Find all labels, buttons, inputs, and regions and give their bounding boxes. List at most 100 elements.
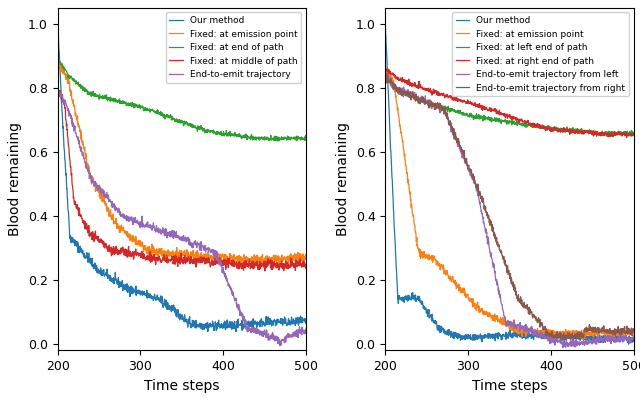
End-to-emit trajectory from left (630, 334, 637, 338)
Fixed: at emission point: (460, 0.268): at emission point: (460, 0.268) (269, 256, 276, 261)
End-to-emit trajectory from right (488, 226, 495, 230)
Line: End-to-emit trajectory from left: End-to-emit trajectory from left (385, 74, 634, 348)
Fixed: at end of path: (426, 0.651): at end of path: (426, 0.651) (241, 133, 249, 138)
End-to-emit trajectory (160, 229, 168, 234)
Fixed: at right end of path: (500, 0.657): at right end of path: (500, 0.657) (630, 131, 637, 136)
End-to-emit trajectory (81, 160, 89, 165)
Fixed: at end of path: (200, 0.89): at end of path: (200, 0.89) (54, 57, 61, 61)
Y-axis label: Blood remaining: Blood remaining (8, 122, 22, 236)
X-axis label: Time steps: Time steps (472, 378, 547, 392)
End-to-emit trajectory (276, 343, 284, 348)
Fixed: at right end of path: (414, 0.665): at right end of path: (414, 0.665) (559, 129, 566, 134)
Fixed: at right end of path: (200, 0.859): at right end of path: (200, 0.859) (382, 67, 390, 72)
Fixed: at middle of path: (426, 0.26): at middle of path: (426, 0.26) (241, 258, 249, 263)
Fixed: at emission point: (414, 0.261): at emission point: (414, 0.261) (231, 258, 239, 263)
Fixed: at end of path: (200, 0.896): at end of path: (200, 0.896) (54, 55, 61, 59)
Fixed: at end of path: (233, 0.789): at end of path: (233, 0.789) (81, 89, 89, 94)
End-to-emit trajectory from right (409, 89, 417, 94)
Our method (241, 320, 249, 324)
Our method (81, 252, 88, 257)
Fixed: at right end of path: (200, 0.854): at right end of path: (200, 0.854) (381, 68, 389, 73)
Our method (268, 320, 276, 325)
End-to-emit trajectory from left (488, 256, 495, 261)
Line: Our method: Our method (385, 23, 634, 344)
Fixed: at emission point: (278, 0.211): at emission point: (278, 0.211) (446, 274, 454, 279)
Fixed: at middle of path: (233, 0.383): at middle of path: (233, 0.383) (81, 219, 89, 224)
Line: End-to-emit trajectory: End-to-emit trajectory (58, 89, 306, 346)
End-to-emit trajectory from right (559, 335, 566, 339)
Fixed: at emission point: (414, 0.0388): at emission point: (414, 0.0388) (559, 329, 566, 334)
Line: Fixed: at end of path: Fixed: at end of path (58, 57, 306, 141)
Fixed: at right end of path: (492, 0.645): at right end of path: (492, 0.645) (623, 135, 630, 140)
Fixed: at emission point: (233, 0.405): at emission point: (233, 0.405) (409, 212, 417, 217)
Line: Fixed: at emission point: Fixed: at emission point (385, 69, 634, 340)
Our method (408, 296, 416, 300)
Fixed: at left end of path: (500, 0.66): at left end of path: (500, 0.66) (630, 130, 637, 135)
Fixed: at middle of path: (500, 0.236): at middle of path: (500, 0.236) (302, 266, 310, 271)
Fixed: at middle of path: (451, 0.228): at middle of path: (451, 0.228) (261, 269, 269, 273)
Our method (558, 332, 566, 337)
Fixed: at emission point: (500, 0.278): at emission point: (500, 0.278) (302, 252, 310, 257)
Fixed: at right end of path: (233, 0.815): at right end of path: (233, 0.815) (409, 81, 417, 86)
Fixed: at right end of path: (459, 0.661): at right end of path: (459, 0.661) (596, 130, 604, 135)
End-to-emit trajectory from right (630, 329, 637, 334)
Fixed: at end of path: (278, 0.76): at end of path: (278, 0.76) (118, 98, 126, 103)
End-to-emit trajectory (54, 88, 61, 92)
Fixed: at emission point: (439, 0.247): at emission point: (439, 0.247) (252, 262, 259, 267)
End-to-emit trajectory from right (446, 122, 454, 127)
Fixed: at left end of path: (426, 0.664): at left end of path: (426, 0.664) (569, 129, 577, 134)
Fixed: at left end of path: (475, 0.648): at left end of path: (475, 0.648) (609, 134, 617, 139)
Line: Fixed: at left end of path: Fixed: at left end of path (385, 78, 634, 137)
Our method (381, 21, 389, 25)
Line: Fixed: at emission point: Fixed: at emission point (58, 61, 306, 265)
Fixed: at right end of path: (278, 0.774): at right end of path: (278, 0.774) (446, 94, 454, 99)
End-to-emit trajectory from left (409, 92, 417, 97)
Fixed: at left end of path: (201, 0.832): at left end of path: (201, 0.832) (383, 75, 390, 80)
Our method (302, 321, 310, 326)
Fixed: at middle of path: (278, 0.295): at middle of path: (278, 0.295) (118, 247, 126, 252)
Fixed: at middle of path: (414, 0.242): at middle of path: (414, 0.242) (231, 264, 239, 269)
End-to-emit trajectory (268, 334, 276, 339)
End-to-emit trajectory from left (381, 75, 389, 80)
Fixed: at middle of path: (460, 0.251): at middle of path: (460, 0.251) (269, 261, 276, 266)
Fixed: at emission point: (426, 0.0232): at emission point: (426, 0.0232) (569, 334, 577, 339)
Fixed: at emission point: (202, 0.86): at emission point: (202, 0.86) (383, 66, 390, 71)
Our method (160, 302, 168, 307)
Fixed: at emission point: (202, 0.884): at emission point: (202, 0.884) (56, 59, 63, 64)
End-to-emit trajectory from left (382, 72, 390, 77)
Our method (54, 20, 61, 25)
Legend: Our method, Fixed: at emission point, Fixed: at end of path, Fixed: at middle of: Our method, Fixed: at emission point, Fi… (166, 12, 301, 83)
End-to-emit trajectory from right (570, 337, 577, 342)
Fixed: at end of path: (500, 0.643): at end of path: (500, 0.643) (302, 136, 310, 140)
Y-axis label: Blood remaining: Blood remaining (336, 122, 350, 236)
End-to-emit trajectory from left (569, 342, 577, 347)
End-to-emit trajectory from left (596, 337, 604, 341)
Fixed: at emission point: (200, 0.882): at emission point: (200, 0.882) (54, 59, 61, 64)
Fixed: at right end of path: (426, 0.67): at right end of path: (426, 0.67) (569, 127, 577, 132)
Our method (568, 338, 576, 342)
Fixed: at left end of path: (278, 0.728): at left end of path: (278, 0.728) (446, 109, 454, 113)
Fixed: at emission point: (439, 0.0124): at emission point: (439, 0.0124) (579, 338, 587, 342)
Line: Our method: Our method (58, 23, 306, 332)
Fixed: at emission point: (200, 0.851): at emission point: (200, 0.851) (381, 69, 389, 74)
Our method (488, 335, 495, 339)
End-to-emit trajectory (231, 298, 239, 303)
End-to-emit trajectory from left (559, 345, 567, 350)
Fixed: at emission point: (233, 0.604): at emission point: (233, 0.604) (81, 148, 89, 153)
End-to-emit trajectory (241, 323, 249, 328)
Fixed: at middle of path: (200, 0.8): at middle of path: (200, 0.8) (54, 86, 61, 90)
End-to-emit trajectory from left (446, 118, 454, 123)
End-to-emit trajectory from left (559, 341, 566, 346)
Legend: Our method, Fixed: at emission point, Fixed: at left end of path, Fixed: at righ: Our method, Fixed: at emission point, Fi… (452, 12, 629, 96)
Fixed: at end of path: (459, 0.639): at end of path: (459, 0.639) (268, 137, 276, 142)
Fixed: at left end of path: (233, 0.77): at left end of path: (233, 0.77) (409, 95, 417, 100)
Fixed: at emission point: (460, 0.0397): at emission point: (460, 0.0397) (596, 329, 604, 334)
End-to-emit trajectory (118, 213, 126, 217)
Fixed: at end of path: (328, 0.717): at end of path: (328, 0.717) (160, 112, 168, 117)
End-to-emit trajectory from right (596, 328, 604, 333)
Our method (118, 278, 126, 283)
Fixed: at emission point: (500, 0.0327): at emission point: (500, 0.0327) (630, 331, 637, 336)
End-to-emit trajectory (54, 87, 61, 92)
End-to-emit trajectory from right (381, 74, 389, 78)
Fixed: at middle of path: (200, 0.8): at middle of path: (200, 0.8) (54, 86, 61, 90)
